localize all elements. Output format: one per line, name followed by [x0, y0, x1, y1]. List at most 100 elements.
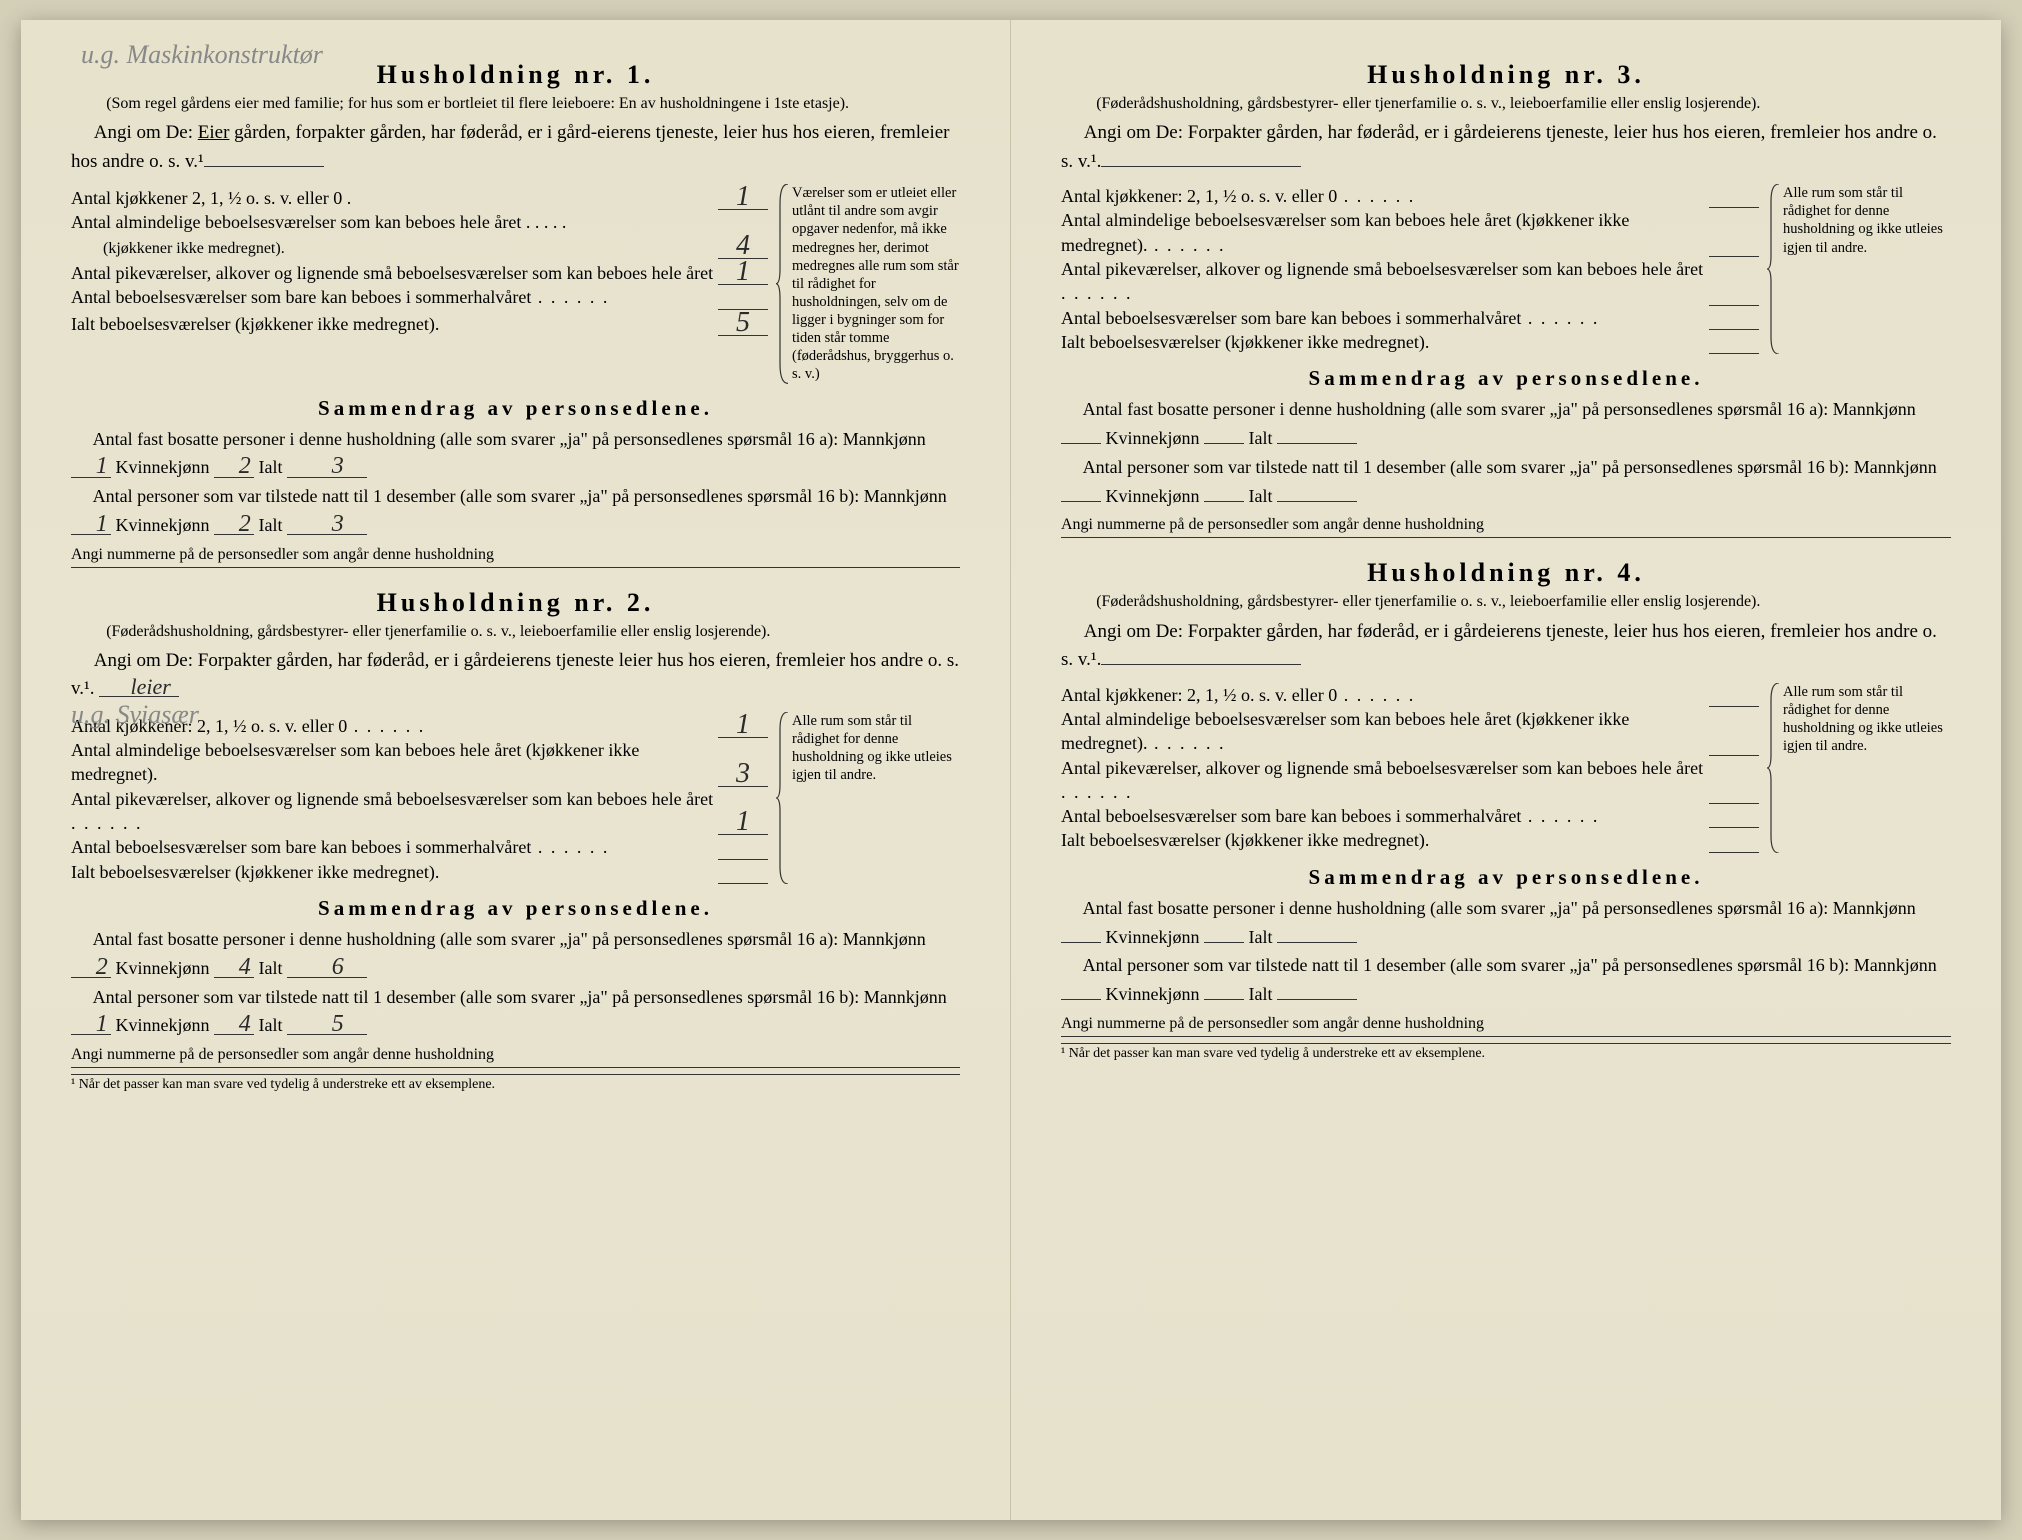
hh1-r3-val: 1	[718, 259, 768, 285]
hh2-angi-num: Angi nummerne på de personsedler som ang…	[71, 1046, 960, 1068]
hh4-r4-val	[1709, 827, 1759, 828]
hh2-sum2: Antal personer som var tilstede natt til…	[71, 983, 960, 1041]
hh3-s1m	[1061, 443, 1101, 444]
hh4-r2: Antal almindelige beboelsesværelser som …	[1061, 707, 1759, 756]
household-1: Husholdning nr. 1. (Som regel gårdens ei…	[71, 60, 960, 568]
hh3-subtitle: (Føderådshusholdning, gårdsbestyrer- ell…	[1061, 94, 1951, 113]
hh2-r5-label: Ialt beboelsesværelser (kjøkkener ikke m…	[71, 860, 718, 884]
hh2-s2-label: Antal personer som var tilstede natt til…	[93, 987, 947, 1007]
lbl-i3: Ialt	[259, 958, 283, 978]
hh2-s1m: 2	[71, 958, 111, 978]
hh4-s1m	[1061, 942, 1101, 943]
hh3-r2: Antal almindelige beboelsesværelser som …	[1061, 208, 1759, 257]
lbl-ialt2: Ialt	[259, 515, 283, 535]
household-4: Husholdning nr. 4. (Føderådshusholdning,…	[1061, 558, 1951, 1061]
brace-icon-4	[1767, 683, 1781, 853]
hh4-r1: Antal kjøkkener: 2, 1, ½ o. s. v. eller …	[1061, 683, 1759, 707]
hh1-r1: Antal kjøkkener 2, 1, ½ o. s. v. eller 0…	[71, 184, 768, 210]
hh2-s1k: 4	[214, 958, 254, 978]
hh3-title: Husholdning nr. 3.	[1061, 60, 1951, 90]
hh2-r1-val: 1	[718, 712, 768, 738]
hh4-s1k	[1204, 942, 1244, 943]
hh2-sum1: Antal fast bosatte personer i denne hush…	[71, 925, 960, 983]
hh1-r3: Antal pikeværelser, alkover og lignende …	[71, 259, 768, 285]
hh1-sum1: Antal fast bosatte personer i denne hush…	[71, 425, 960, 483]
hh1-s2m: 1	[71, 515, 111, 535]
hh3-r2-label: Antal almindelige beboelsesværelser som …	[1061, 208, 1709, 257]
lbl-k6: Kvinnekjønn	[1106, 486, 1200, 506]
hh3-s1i	[1277, 443, 1357, 444]
hh2-r3-label: Antal pikeværelser, alkover og lignende …	[71, 787, 718, 836]
hh4-rows: Antal kjøkkener: 2, 1, ½ o. s. v. eller …	[1061, 683, 1759, 853]
hh2-r3: Antal pikeværelser, alkover og lignende …	[71, 787, 768, 836]
hh1-r3-label: Antal pikeværelser, alkover og lignende …	[71, 261, 718, 285]
hh3-s1-label: Antal fast bosatte personer i denne hush…	[1083, 399, 1916, 419]
hh1-r2: Antal almindelige beboelsesværelser som …	[71, 210, 768, 259]
hh1-s2k: 2	[214, 515, 254, 535]
hh3-sidenote: Alle rum som står til rådighet for denne…	[1771, 184, 1951, 354]
hh4-cols: Antal kjøkkener: 2, 1, ½ o. s. v. eller …	[1061, 683, 1951, 853]
hh2-r3-val: 1	[718, 809, 768, 835]
hh3-r1: Antal kjøkkener: 2, 1, ½ o. s. v. eller …	[1061, 184, 1759, 208]
lbl-ialt: Ialt	[259, 457, 283, 477]
hh3-s2k	[1204, 501, 1244, 502]
lbl-k5: Kvinnekjønn	[1106, 428, 1200, 448]
hh4-title: Husholdning nr. 4.	[1061, 558, 1951, 588]
hh3-r5-label: Ialt beboelsesværelser (kjøkkener ikke m…	[1061, 330, 1709, 354]
hh4-s2-label: Antal personer som var tilstede natt til…	[1083, 955, 1937, 975]
hh1-eier: Eier	[198, 122, 230, 143]
hh3-r3-val	[1709, 305, 1759, 306]
hh3-angi: Angi om De: Forpakter gården, har føderå…	[1061, 119, 1951, 176]
hh1-side-text: Værelser som er utleiet eller utlånt til…	[792, 185, 959, 382]
hh3-r2-val	[1709, 256, 1759, 257]
hh4-r3: Antal pikeværelser, alkover og lignende …	[1061, 756, 1759, 805]
hh1-sum2: Antal personer som var tilstede natt til…	[71, 482, 960, 540]
hh2-cols: Antal kjøkkener: 2, 1, ½ o. s. v. eller …	[71, 712, 960, 884]
hh3-r1-label: Antal kjøkkener: 2, 1, ½ o. s. v. eller …	[1061, 184, 1709, 208]
lbl-k8: Kvinnekjønn	[1106, 984, 1200, 1004]
lbl-i4: Ialt	[259, 1015, 283, 1035]
hh1-s2i: 3	[287, 515, 367, 535]
hh1-s2-label: Antal personer som var tilstede natt til…	[93, 486, 947, 506]
lbl-k7: Kvinnekjønn	[1106, 927, 1200, 947]
hh3-r1-val	[1709, 207, 1759, 208]
hh3-r5: Ialt beboelsesværelser (kjøkkener ikke m…	[1061, 330, 1759, 354]
lbl-i6: Ialt	[1249, 486, 1273, 506]
hh2-r2: Antal almindelige beboelsesværelser som …	[71, 738, 768, 787]
lbl-i5: Ialt	[1249, 428, 1273, 448]
hh1-r4-label: Antal beboelsesværelser som bare kan beb…	[71, 285, 718, 309]
hh4-sum1: Antal fast bosatte personer i denne hush…	[1061, 894, 1951, 952]
hh2-rows: Antal kjøkkener: 2, 1, ½ o. s. v. eller …	[71, 712, 768, 884]
hh4-sam-title: Sammendrag av personsedlene.	[1061, 865, 1951, 890]
hh1-cols: Antal kjøkkener 2, 1, ½ o. s. v. eller 0…	[71, 184, 960, 383]
hh1-s1i: 3	[287, 457, 367, 477]
hh4-r5: Ialt beboelsesværelser (kjøkkener ikke m…	[1061, 828, 1759, 852]
hh1-sam-title: Sammendrag av personsedlene.	[71, 396, 960, 421]
hh4-s2m	[1061, 999, 1101, 1000]
lbl-k3: Kvinnekjønn	[116, 958, 210, 978]
hh3-r4-label: Antal beboelsesværelser som bare kan beb…	[1061, 306, 1709, 330]
hh3-s2m	[1061, 501, 1101, 502]
hh4-r5-val	[1709, 852, 1759, 853]
brace-icon-3	[1767, 184, 1781, 354]
hh4-r1-label: Antal kjøkkener: 2, 1, ½ o. s. v. eller …	[1061, 683, 1709, 707]
hh3-r3-label: Antal pikeværelser, alkover og lignende …	[1061, 257, 1709, 306]
hh1-subtitle: (Som regel gårdens eier med familie; for…	[71, 94, 960, 113]
handwriting-mid: u.g. Sviasær	[71, 700, 199, 730]
hh1-r5-val: 5	[718, 310, 768, 336]
hh4-s2k	[1204, 999, 1244, 1000]
hh2-s2k: 4	[214, 1015, 254, 1035]
lbl-i8: Ialt	[1249, 984, 1273, 1004]
hh2-r5-val	[718, 883, 768, 884]
hh3-angi-text: Angi om De: Forpakter gården, har føderå…	[1061, 122, 1937, 172]
hh1-angi-pre: Angi om De:	[94, 122, 198, 143]
hh1-s1m: 1	[71, 457, 111, 477]
lbl-kvinne: Kvinnekjønn	[116, 457, 210, 477]
hh4-r2-val	[1709, 755, 1759, 756]
hh3-r3: Antal pikeværelser, alkover og lignende …	[1061, 257, 1759, 306]
hh2-r4-label: Antal beboelsesværelser som bare kan beb…	[71, 835, 718, 859]
hh3-sum2: Antal personer som var tilstede natt til…	[1061, 453, 1951, 511]
hh1-angi-num: Angi nummerne på de personsedler som ang…	[71, 546, 960, 568]
hh2-side-text: Alle rum som står til rådighet for denne…	[792, 713, 952, 783]
hh3-s1k	[1204, 443, 1244, 444]
